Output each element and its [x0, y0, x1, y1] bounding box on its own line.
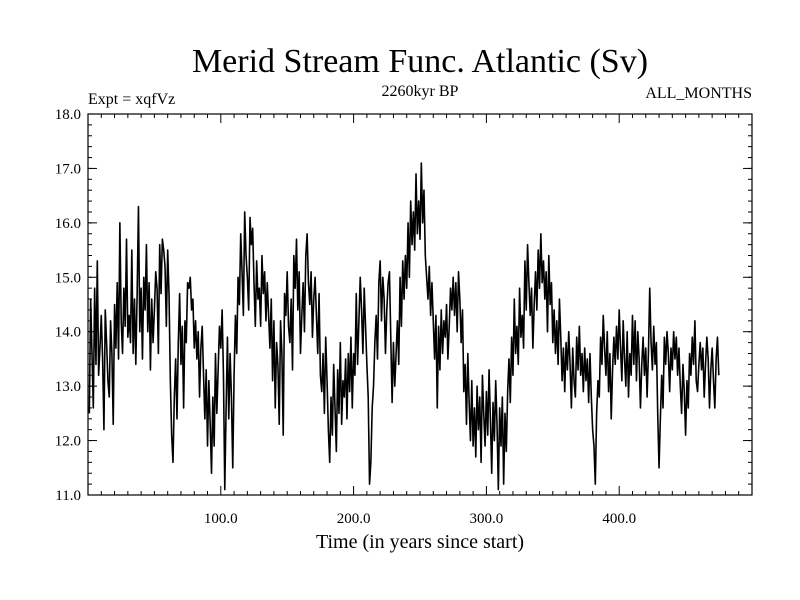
axis-ticks [88, 113, 752, 496]
y-tick-label: 16.0 [55, 216, 81, 232]
y-tick-label: 11.0 [55, 488, 81, 504]
x-tick-labels: 100.0 200.0 300.0 400.0 [204, 511, 636, 527]
x-tick-label: 300.0 [470, 511, 504, 527]
period-label: 2260kyr BP [382, 83, 459, 100]
y-tick-label: 17.0 [55, 161, 81, 177]
y-tick-label: 13.0 [55, 379, 81, 395]
y-tick-label: 18.0 [55, 107, 81, 123]
months-label: ALL_MONTHS [645, 85, 752, 102]
x-tick-label: 400.0 [602, 511, 636, 527]
x-axis-label: Time (in years since start) [316, 531, 524, 553]
y-tick-label: 14.0 [55, 325, 81, 341]
chart-title: Merid Stream Func. Atlantic (Sv) [192, 43, 648, 80]
y-tick-label: 12.0 [55, 434, 81, 450]
y-tick-labels: 11.0 12.0 13.0 14.0 15.0 16.0 17.0 18.0 [55, 107, 81, 504]
y-tick-label: 15.0 [55, 270, 81, 286]
experiment-label: Expt = xqfVz [88, 91, 175, 108]
plot-frame [87, 113, 753, 496]
series-line [88, 162, 720, 491]
x-tick-label: 100.0 [204, 511, 238, 527]
x-tick-label: 200.0 [337, 511, 371, 527]
